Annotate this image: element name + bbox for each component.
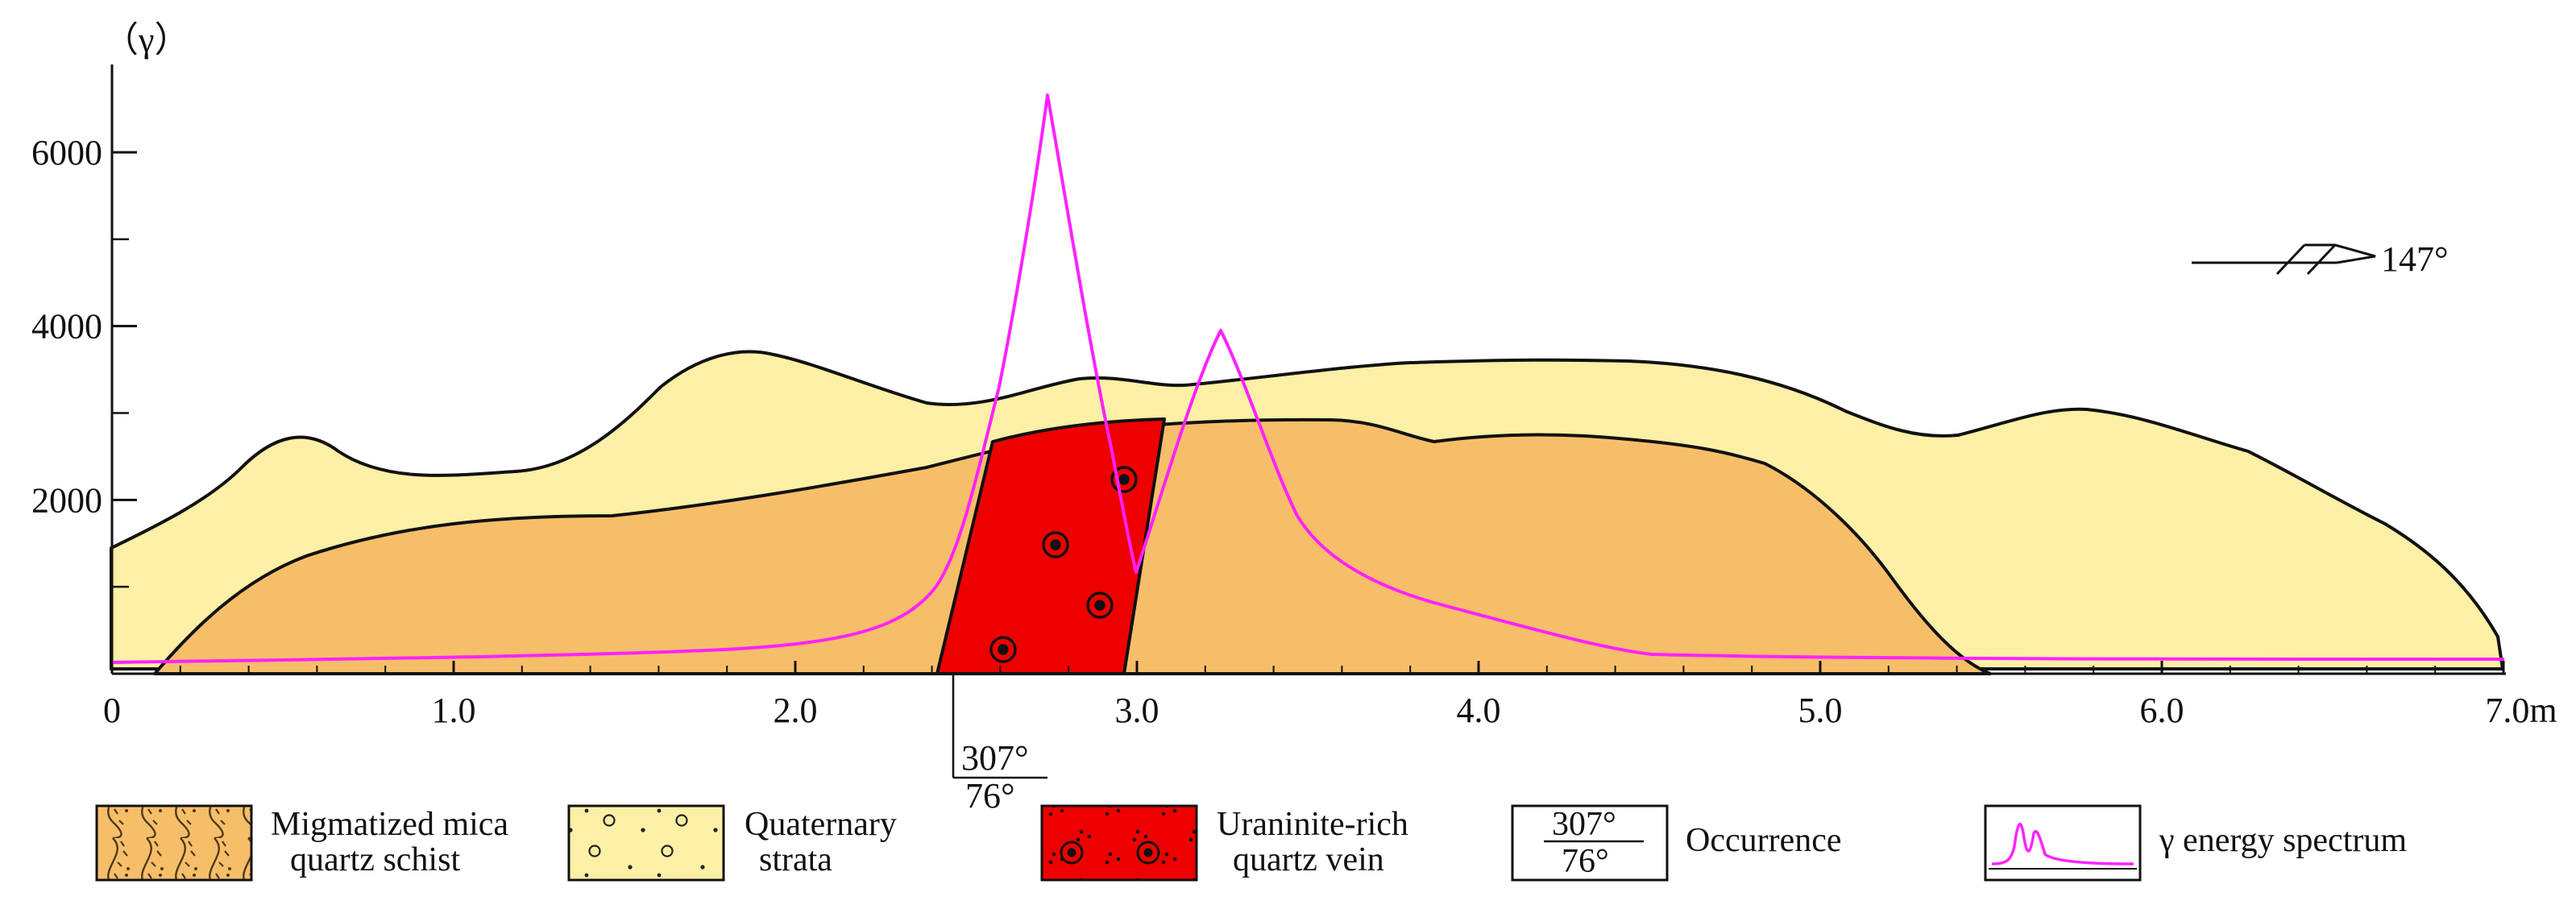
vein-dip-angle: 76° (965, 776, 1015, 816)
legend-swatch-spectrum (1984, 804, 2142, 882)
legend-label-quaternary-line1: Quaternary (745, 806, 897, 843)
x-tick-label: 3.0 (1115, 691, 1159, 730)
y-tick-label: 4000 (31, 307, 102, 347)
legend-label-schist-line1: Migmatized mica (271, 806, 508, 843)
legend-label-spectrum: γ energy spectrum (2159, 822, 2407, 859)
legend-occurrence-top: 307° (1552, 806, 1616, 843)
strike-angle-label: 147° (2381, 239, 2449, 279)
y-axis-unit-label: （γ） (103, 20, 189, 60)
legend-occurrence-bottom: 76° (1562, 843, 1609, 880)
x-tick-label: 0 (103, 691, 121, 730)
legend: Migmatized mica quartz schist Quaternary… (95, 804, 2407, 882)
x-tick-label: 1.0 (432, 691, 476, 730)
legend-label-schist-line2: quartz schist (290, 841, 460, 878)
x-tick-label: 7.0m (2485, 691, 2557, 730)
x-tick-label: 2.0 (774, 691, 818, 730)
x-tick-label: 6.0 (2140, 691, 2184, 730)
legend-label-quaternary-line2: strata (759, 841, 832, 878)
strike-symbol (2192, 243, 2376, 276)
y-tick-label: 6000 (31, 133, 102, 172)
x-tick-label: 4.0 (1457, 691, 1501, 730)
gamma-spectrum-curve (112, 93, 2505, 664)
vein-occurrence-annotation: 307° 76° (952, 674, 1047, 816)
vein-dip-direction: 307° (961, 738, 1029, 778)
legend-label-vein-line1: Uraninite-rich (1217, 806, 1408, 843)
x-tick-label: 5.0 (1798, 691, 1843, 730)
legend-swatch-occurrence (1511, 804, 1669, 882)
y-axis-ticks: 2000 4000 6000 (31, 133, 137, 588)
x-axis-ticks: 0 1.0 2.0 3.0 4.0 5.0 6.0 7.0m (103, 661, 2557, 730)
legend-label-occurrence: Occurrence (1686, 822, 1842, 859)
legend-label-vein-line2: quartz vein (1233, 841, 1384, 878)
y-tick-label: 2000 (31, 480, 102, 520)
uraninite-grain-symbols (989, 466, 1138, 663)
